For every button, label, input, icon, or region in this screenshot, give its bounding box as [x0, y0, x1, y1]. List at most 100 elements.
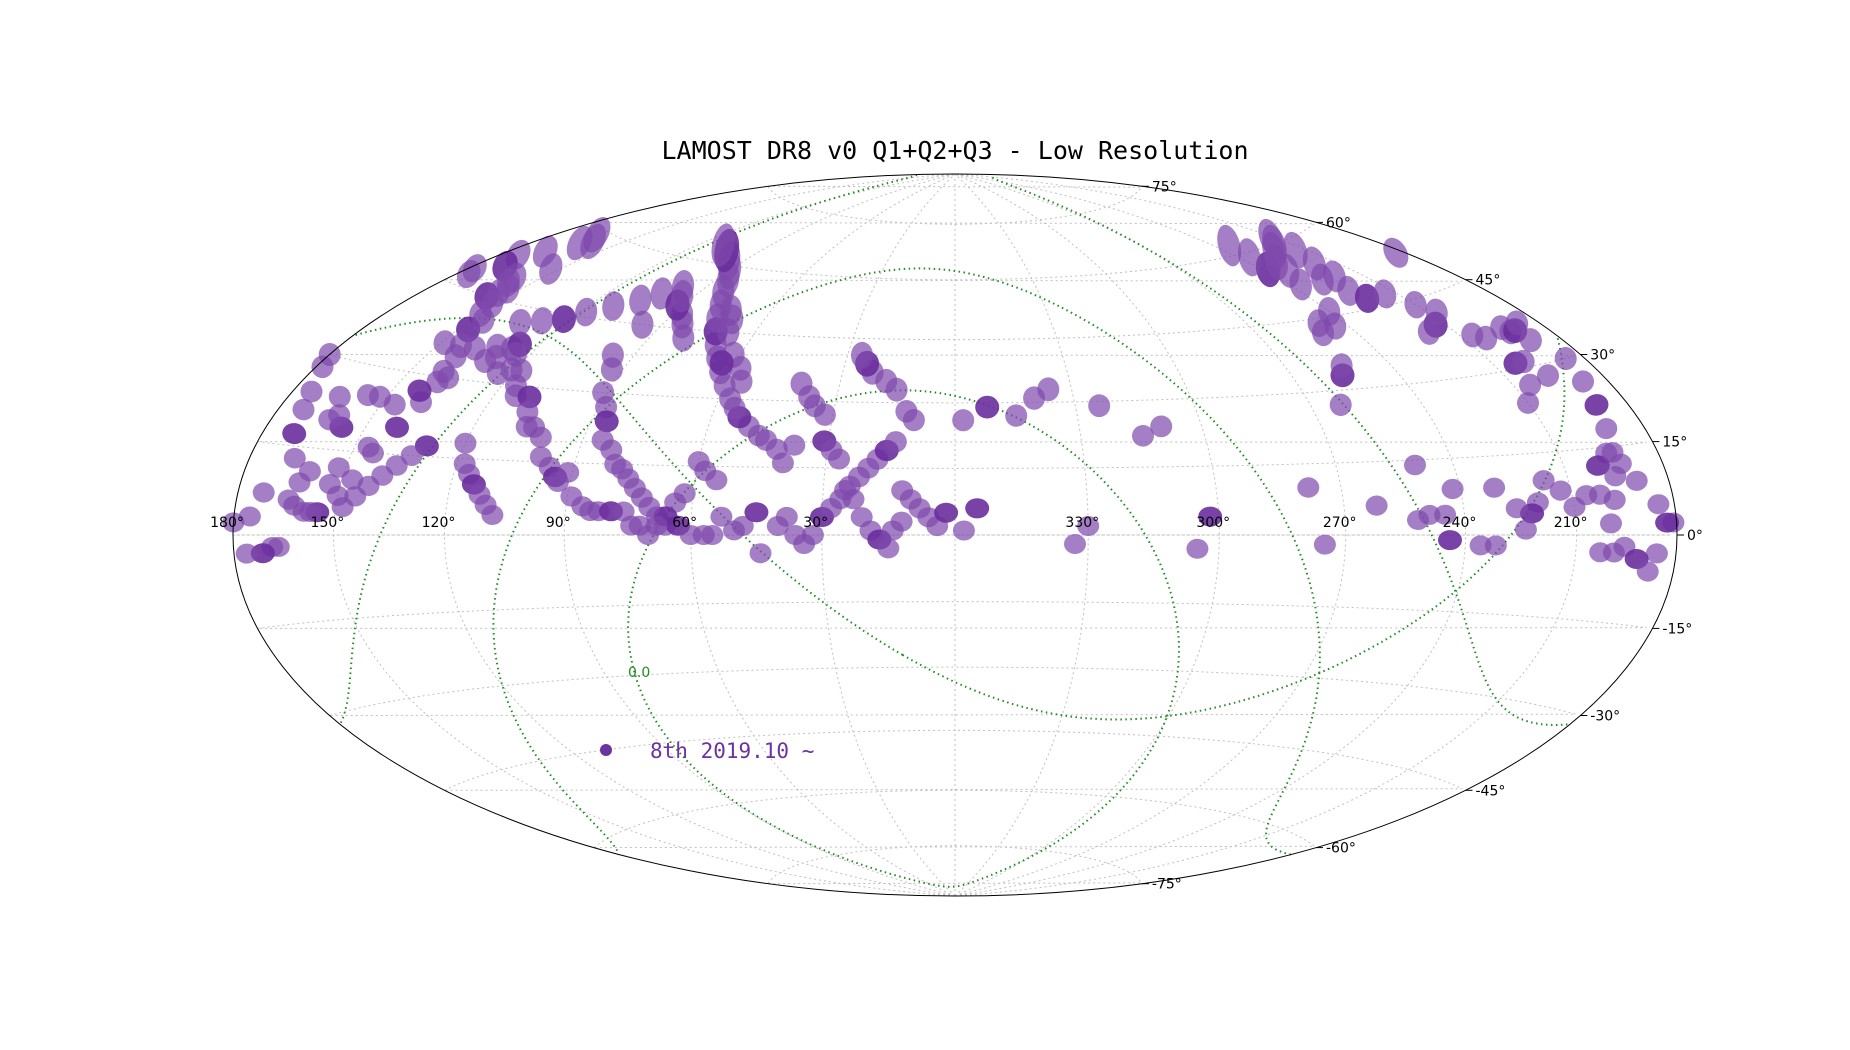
survey-field-marker	[952, 409, 975, 432]
survey-field-marker	[1237, 238, 1262, 277]
survey-field-marker	[539, 253, 563, 285]
grid-parallel	[444, 729, 1463, 791]
axis-ticks: 330° 300° 270° 240° 210° 180° 150° 120° 90° 60° 30…	[210, 179, 1703, 892]
grid-parallel	[257, 601, 1647, 629]
chart-title: LAMOST DR8 v0 Q1+Q2+Q3 - Low Resolution	[661, 136, 1249, 165]
survey-field-marker	[1297, 477, 1320, 498]
survey-field-marker	[975, 395, 1000, 419]
survey-field-marker	[1186, 538, 1209, 559]
survey-field-marker	[1318, 296, 1341, 326]
survey-field-marker	[357, 436, 380, 458]
survey-field-marker	[1354, 283, 1380, 313]
survey-field-marker	[1519, 373, 1542, 397]
survey-field-marker	[282, 423, 307, 445]
survey-field-marker	[1258, 218, 1284, 259]
legend-marker	[600, 744, 612, 756]
lat-tick-label: 0°	[1687, 528, 1703, 544]
survey-field-marker	[1313, 534, 1336, 555]
survey-field-marker	[1483, 477, 1506, 498]
survey-field-marker	[744, 502, 769, 523]
survey-field-marker	[250, 543, 275, 564]
lat-tick-label: -75°	[1152, 877, 1182, 893]
survey-field-marker	[1514, 519, 1537, 540]
survey-field-marker	[594, 410, 619, 433]
grid-meridian	[690, 173, 956, 897]
lon-tick-label: 270°	[1323, 515, 1357, 531]
survey-field-marker	[828, 448, 850, 470]
survey-fields	[222, 217, 1685, 582]
survey-field-marker	[1434, 504, 1457, 525]
survey-field-marker	[1571, 370, 1595, 393]
survey-field-marker	[277, 489, 300, 510]
survey-field-marker	[551, 305, 576, 333]
survey-field-marker	[1404, 290, 1427, 319]
lat-tick-label: 75°	[1152, 179, 1177, 195]
survey-field-marker	[1088, 394, 1111, 418]
survey-field-marker	[1404, 454, 1426, 476]
lat-tick-label: 60°	[1326, 215, 1351, 231]
survey-field-marker	[1636, 561, 1659, 582]
survey-field-marker	[1330, 353, 1353, 378]
survey-field-marker	[671, 280, 694, 313]
survey-field-marker	[783, 434, 806, 456]
survey-field-marker	[1469, 535, 1492, 556]
survey-field-marker	[432, 359, 455, 384]
survey-field-marker	[1005, 404, 1028, 427]
legend: 8th 2019.10 ~	[600, 739, 814, 763]
galactic-latitude-line	[627, 389, 1181, 888]
lat-tick-label: -30°	[1590, 709, 1620, 725]
survey-field-marker	[902, 408, 925, 432]
survey-field-marker	[454, 432, 477, 454]
legend-label: 8th 2019.10 ~	[650, 739, 814, 763]
lon-tick-label: 300°	[1196, 515, 1230, 531]
lat-tick-label: -15°	[1662, 621, 1692, 637]
survey-field-marker	[1604, 465, 1627, 487]
survey-field-marker	[775, 506, 798, 527]
survey-field-marker	[1198, 506, 1223, 527]
lon-tick-label: 60°	[672, 515, 697, 531]
survey-field-marker	[1655, 512, 1680, 533]
survey-field-marker	[934, 502, 959, 523]
survey-field-marker	[1132, 424, 1154, 447]
grid-meridian	[954, 173, 1578, 897]
survey-field-marker	[407, 379, 432, 402]
galactic-latitude-line	[1454, 591, 1568, 726]
grid-parallel	[593, 789, 1316, 849]
survey-field-marker	[645, 515, 668, 536]
survey-field-marker	[952, 520, 975, 541]
lon-tick-label: 120°	[422, 515, 456, 531]
survey-field-marker	[813, 403, 836, 426]
survey-field-marker	[731, 515, 754, 536]
survey-field-marker	[580, 223, 606, 260]
survey-field-marker	[850, 341, 874, 369]
survey-field-marker	[1417, 319, 1440, 345]
lat-tick-label: 30°	[1590, 348, 1615, 364]
survey-field-marker	[687, 451, 710, 472]
survey-field-marker	[801, 525, 824, 545]
survey-field-marker	[631, 310, 654, 339]
galactic-latitude-line	[1265, 673, 1321, 856]
survey-field-marker	[1645, 543, 1668, 564]
survey-field-marker	[283, 447, 306, 469]
survey-field-marker	[235, 543, 258, 564]
survey-field-marker	[1563, 496, 1586, 517]
survey-field-marker	[1512, 349, 1535, 374]
survey-field-marker	[600, 357, 623, 382]
survey-field-marker	[890, 511, 913, 532]
survey-field-marker	[1600, 513, 1622, 534]
survey-field-marker	[509, 308, 532, 336]
galactic-longitude-line	[1556, 338, 1565, 379]
survey-field-marker	[472, 307, 495, 334]
survey-field-marker	[529, 426, 552, 448]
survey-field-marker	[1418, 504, 1441, 525]
survey-field-marker	[1283, 231, 1308, 269]
galactic-latitude-line	[492, 267, 1321, 854]
survey-field-marker	[327, 457, 350, 478]
survey-field-marker	[1323, 260, 1347, 293]
survey-field-marker	[1425, 298, 1448, 326]
galactic-plane-label: 0.0	[628, 665, 650, 681]
lat-tick-label: 45°	[1476, 273, 1501, 289]
survey-field-marker	[629, 284, 652, 316]
survey-field-marker	[749, 543, 772, 564]
